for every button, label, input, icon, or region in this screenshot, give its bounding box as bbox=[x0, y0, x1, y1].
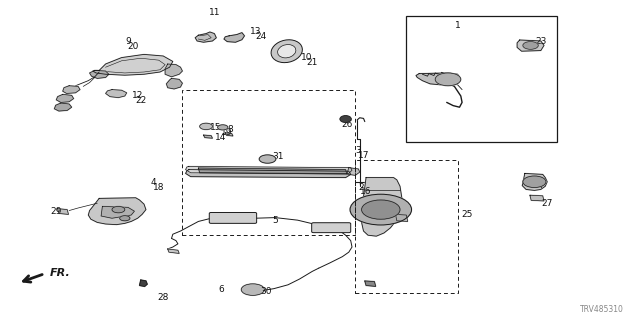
Polygon shape bbox=[101, 206, 134, 218]
Circle shape bbox=[523, 176, 546, 188]
Polygon shape bbox=[63, 86, 80, 93]
Circle shape bbox=[112, 206, 125, 213]
Text: 17: 17 bbox=[358, 151, 369, 160]
Polygon shape bbox=[517, 40, 544, 51]
Text: 3: 3 bbox=[356, 146, 361, 155]
Polygon shape bbox=[416, 73, 460, 85]
Circle shape bbox=[362, 200, 400, 219]
Polygon shape bbox=[224, 33, 244, 42]
Circle shape bbox=[523, 42, 538, 49]
Polygon shape bbox=[56, 94, 74, 102]
Text: 13: 13 bbox=[250, 28, 262, 36]
Circle shape bbox=[259, 155, 276, 163]
Text: FR.: FR. bbox=[50, 268, 70, 278]
Text: 23: 23 bbox=[535, 37, 547, 46]
Ellipse shape bbox=[340, 116, 351, 123]
Polygon shape bbox=[140, 280, 147, 286]
Text: 14: 14 bbox=[215, 133, 227, 142]
Text: 29: 29 bbox=[51, 207, 62, 216]
Polygon shape bbox=[168, 249, 179, 253]
Text: 7: 7 bbox=[538, 181, 543, 190]
Text: 19: 19 bbox=[221, 128, 233, 137]
Bar bbox=[182, 90, 355, 235]
Circle shape bbox=[200, 123, 212, 130]
Text: 26: 26 bbox=[341, 120, 353, 129]
Polygon shape bbox=[522, 173, 547, 190]
FancyBboxPatch shape bbox=[209, 212, 257, 223]
Polygon shape bbox=[195, 32, 216, 42]
Text: 1: 1 bbox=[455, 21, 460, 30]
Polygon shape bbox=[106, 90, 127, 98]
Text: 10: 10 bbox=[301, 53, 313, 62]
Text: 28: 28 bbox=[157, 293, 169, 302]
Bar bbox=[355, 160, 458, 293]
Circle shape bbox=[350, 194, 412, 225]
Circle shape bbox=[435, 73, 461, 86]
Text: 21: 21 bbox=[307, 58, 318, 67]
Ellipse shape bbox=[271, 40, 302, 63]
Text: 12: 12 bbox=[132, 92, 143, 100]
Text: 18: 18 bbox=[153, 183, 164, 192]
Polygon shape bbox=[186, 170, 351, 178]
Text: 25: 25 bbox=[461, 210, 473, 219]
Polygon shape bbox=[93, 54, 173, 75]
Text: 6: 6 bbox=[218, 285, 223, 294]
Polygon shape bbox=[166, 78, 182, 89]
Polygon shape bbox=[90, 70, 109, 78]
Text: 11: 11 bbox=[209, 8, 220, 17]
Bar bbox=[406, 16, 557, 142]
Polygon shape bbox=[54, 103, 72, 111]
Ellipse shape bbox=[278, 44, 296, 58]
Text: 5: 5 bbox=[273, 216, 278, 225]
Circle shape bbox=[218, 125, 228, 130]
Text: TRV485310: TRV485310 bbox=[580, 305, 624, 314]
Polygon shape bbox=[362, 178, 402, 236]
Text: 2: 2 bbox=[359, 183, 364, 192]
Polygon shape bbox=[204, 135, 212, 138]
Polygon shape bbox=[396, 214, 408, 221]
Text: 4: 4 bbox=[151, 178, 156, 187]
Polygon shape bbox=[186, 166, 352, 173]
Text: 24: 24 bbox=[255, 32, 267, 41]
Text: 31: 31 bbox=[273, 152, 284, 161]
Polygon shape bbox=[58, 209, 68, 214]
Circle shape bbox=[241, 284, 264, 295]
Text: 16: 16 bbox=[360, 188, 372, 196]
Polygon shape bbox=[530, 195, 544, 201]
Polygon shape bbox=[365, 281, 376, 286]
Text: 8: 8 bbox=[228, 125, 233, 134]
Circle shape bbox=[120, 216, 130, 221]
Text: 9: 9 bbox=[125, 37, 131, 46]
Text: 22: 22 bbox=[135, 96, 147, 105]
Text: 20: 20 bbox=[127, 42, 139, 51]
Text: 15: 15 bbox=[210, 124, 221, 132]
Polygon shape bbox=[198, 168, 347, 174]
Polygon shape bbox=[165, 64, 182, 77]
Text: 27: 27 bbox=[541, 199, 553, 208]
Text: 30: 30 bbox=[260, 287, 271, 296]
Polygon shape bbox=[88, 198, 146, 225]
Polygon shape bbox=[225, 133, 233, 136]
FancyBboxPatch shape bbox=[312, 223, 351, 233]
Polygon shape bbox=[347, 168, 360, 175]
